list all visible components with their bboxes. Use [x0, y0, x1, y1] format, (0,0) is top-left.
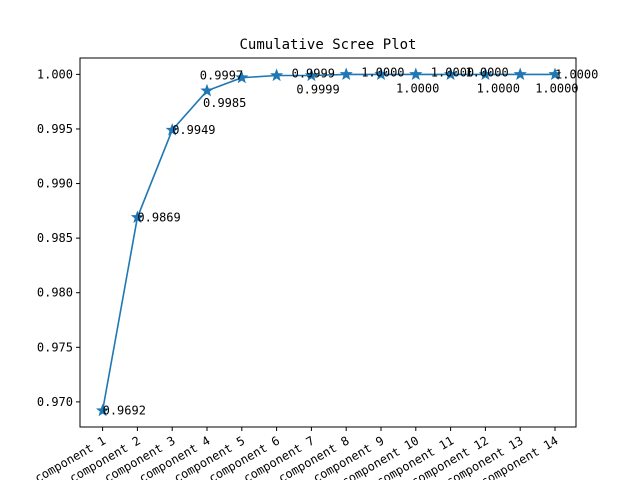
plot-area	[79, 57, 577, 428]
y-tick-label: 0.985	[37, 231, 73, 245]
data-label: 1.0000	[535, 81, 578, 95]
data-point	[165, 123, 179, 136]
y-tick-label: 0.970	[37, 395, 73, 409]
data-point	[548, 67, 562, 80]
data-point	[444, 67, 458, 80]
data-label: 0.9985	[203, 96, 246, 110]
data-label: 0.9999	[292, 66, 335, 80]
data-point	[270, 68, 284, 82]
series-markers	[96, 67, 562, 417]
data-point	[478, 67, 492, 80]
data-label: 0.9949	[172, 123, 215, 137]
data-point	[96, 403, 110, 417]
y-tick-label: 0.980	[37, 286, 73, 300]
data-labels: 0.9692 0.9869 0.9949 0.9985 0.9997 0.9999 0.99…	[103, 65, 599, 417]
data-label: 1.0000	[396, 81, 439, 95]
data-label: 0.9692	[103, 404, 146, 418]
y-tick-label: 0.990	[37, 177, 73, 191]
chart-title: Cumulative Scree Plot	[239, 37, 416, 53]
y-tick-label: 0.975	[37, 340, 73, 354]
data-point	[235, 70, 249, 84]
series-line	[101, 73, 555, 411]
data-point	[513, 67, 527, 80]
data-label: 1.0000	[465, 65, 508, 79]
data-point	[130, 210, 144, 224]
data-label: 1.0000	[431, 65, 474, 79]
data-point	[200, 83, 214, 97]
data-label: 0.9999	[296, 82, 339, 96]
y-tick-label: 1.000	[37, 67, 73, 81]
y-tick-label: 0.995	[37, 122, 73, 136]
data-point	[374, 67, 388, 80]
data-label: 1.0000	[361, 65, 404, 79]
y-axis: 0.970 0.975 0.980 0.985 0.990 0.995 1.000	[37, 67, 80, 409]
data-point	[304, 68, 318, 82]
data-label: 0.9997	[200, 69, 243, 83]
data-point	[339, 67, 353, 80]
data-label: 1.0000	[555, 67, 598, 81]
data-point	[409, 67, 423, 80]
data-label: 0.9869	[137, 210, 180, 224]
data-label: 1.0000	[477, 81, 520, 95]
